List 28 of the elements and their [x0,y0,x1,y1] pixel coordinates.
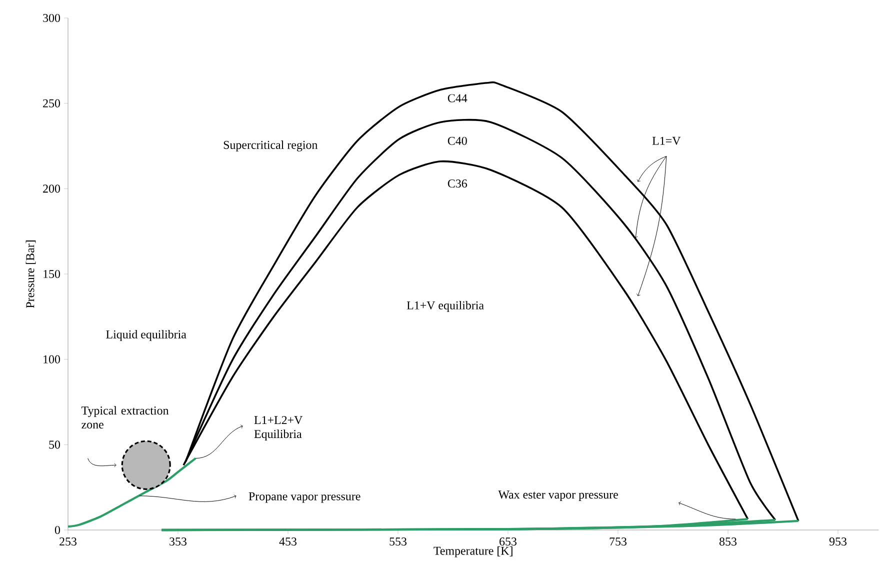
annotation: L1+L2+V Equilibria [254,416,303,440]
x-tick-label: 753 [610,538,627,546]
x-tick-label: 553 [390,538,407,546]
y-tick-label: 250 [43,99,60,108]
x-tick-label: 653 [500,538,517,546]
x-tick-label: 253 [60,538,77,546]
x-tick-label: 353 [170,538,187,546]
annotation: L1=V [652,136,681,145]
annotation: Liquid equilibria [106,330,186,341]
annotation: Supercritical region [224,140,318,152]
x-tick-label: 953 [829,538,847,546]
annotation: Propane vapor pressure [248,492,360,503]
series-label: C36 [448,180,468,188]
x-tick-label: 853 [719,538,737,546]
y-axis-title: Pressure [Bar] [26,240,36,308]
x-tick-label: 453 [279,538,297,546]
annotation: Typical extraction zone [82,406,169,429]
y-tick-label: 150 [44,270,60,278]
x-axis-title: Temperature [K] [434,546,512,558]
series-label: C40 [448,136,467,145]
y-tick-label: 200 [43,184,60,193]
y-tick-label: 300 [43,14,60,22]
y-tick-label: 50 [49,440,60,449]
annotation: L1+V equilibria [406,301,484,312]
y-tick-label: 100 [44,355,60,364]
annotation: Wax ester vapor pressure [498,490,618,502]
y-tick-label: 0 [54,526,60,534]
series-label: C44 [448,94,468,102]
